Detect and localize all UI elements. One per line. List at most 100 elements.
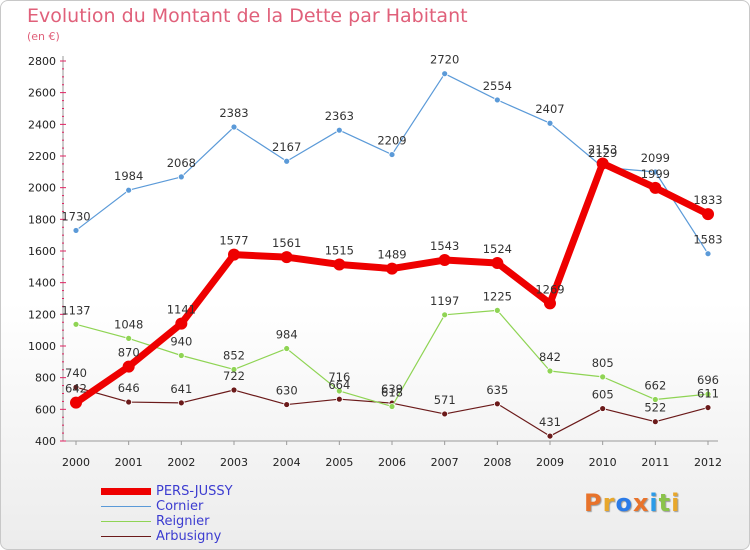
- data-point: [546, 119, 554, 127]
- data-point: [546, 367, 554, 375]
- data-label: 2167: [272, 140, 301, 154]
- legend-swatch: [101, 521, 151, 522]
- data-point: [122, 360, 135, 373]
- legend-label: Cornier: [156, 499, 204, 514]
- proxiti-logo: Proxiti: [584, 489, 680, 517]
- data-point: [177, 173, 185, 181]
- data-point: [230, 386, 238, 394]
- data-label: 1730: [61, 209, 90, 223]
- data-point: [72, 227, 80, 234]
- data-label: 984: [276, 328, 298, 342]
- data-label: 1543: [430, 239, 459, 253]
- data-label: 630: [276, 384, 298, 398]
- data-point: [72, 320, 80, 328]
- data-label: 642: [65, 382, 87, 396]
- logo-letter: P: [584, 489, 603, 517]
- data-label: 696: [697, 373, 719, 387]
- data-label: 1515: [325, 243, 354, 257]
- y-tick-label: 1800: [28, 213, 56, 226]
- data-label: 2129: [588, 146, 617, 160]
- data-point: [702, 208, 714, 221]
- data-point: [177, 352, 185, 359]
- data-label: 852: [223, 348, 245, 362]
- logo-letter: r: [602, 489, 616, 517]
- x-tick-label: 2010: [589, 456, 617, 469]
- chart-title: Evolution du Montant de la Dette par Hab…: [27, 5, 468, 27]
- y-tick-label: 2000: [28, 182, 56, 195]
- y-tick-label: 1200: [28, 308, 56, 321]
- logo-letter: i: [671, 489, 681, 517]
- data-point: [333, 258, 346, 271]
- data-label: 2554: [483, 79, 512, 93]
- x-tick-label: 2008: [483, 456, 511, 469]
- x-tick-label: 2011: [641, 456, 669, 469]
- data-point: [175, 317, 188, 330]
- data-label: 605: [592, 388, 614, 402]
- data-point: [283, 401, 291, 408]
- data-point: [438, 254, 451, 267]
- data-point: [335, 126, 343, 134]
- line-chart: 400 600 800 1000 1200 1400 1600 1800 2000 2200 240…: [28, 53, 723, 469]
- data-point: [386, 262, 398, 275]
- data-point: [125, 398, 133, 406]
- data-label: 635: [486, 383, 508, 397]
- data-label: 2363: [325, 109, 354, 123]
- data-point: [441, 311, 449, 319]
- data-label: 1141: [167, 303, 196, 317]
- data-point: [441, 70, 449, 78]
- y-tick-label: 2600: [28, 87, 56, 100]
- data-label: 2209: [377, 134, 406, 148]
- data-point: [596, 157, 609, 170]
- data-label: 2153: [588, 142, 617, 156]
- data-point: [388, 151, 396, 158]
- x-tick-label: 2006: [378, 456, 406, 469]
- x-tick-label: 2007: [431, 456, 459, 469]
- data-point: [704, 250, 712, 258]
- legend-swatch: [101, 488, 151, 495]
- chart-subtitle: (en €): [27, 30, 60, 43]
- data-label: 641: [170, 382, 192, 396]
- data-point: [335, 387, 343, 395]
- data-point: [599, 373, 607, 381]
- data-label: 740: [65, 366, 87, 380]
- legend-label: Arbusigny: [156, 529, 222, 544]
- data-point: [388, 403, 396, 410]
- x-tick-label: 2004: [273, 456, 301, 469]
- data-label: 1561: [272, 236, 301, 250]
- y-tick-label: 1400: [28, 277, 56, 290]
- y-tick-label: 600: [35, 403, 56, 416]
- data-point: [704, 404, 712, 411]
- y-tick-label: 1600: [28, 245, 56, 258]
- data-point: [491, 257, 504, 270]
- x-tick-label: 2009: [536, 456, 564, 469]
- data-point: [283, 345, 291, 352]
- data-point: [72, 383, 80, 391]
- data-point: [283, 157, 291, 165]
- data-point: [125, 186, 133, 194]
- data-label: 2383: [219, 106, 248, 120]
- data-point: [493, 306, 501, 314]
- data-point: [441, 410, 449, 418]
- data-label: 1269: [535, 282, 564, 296]
- data-label: 2720: [430, 53, 459, 67]
- data-label: 639: [381, 382, 403, 396]
- data-point: [544, 297, 556, 310]
- y-tick-label: 400: [35, 435, 56, 448]
- data-point: [177, 399, 185, 407]
- data-label: 2068: [167, 156, 196, 170]
- data-label: 662: [644, 379, 666, 393]
- data-label: 1489: [377, 248, 406, 262]
- data-label: 1577: [219, 234, 248, 248]
- x-tick-label: 2003: [220, 456, 248, 469]
- data-label: 940: [170, 335, 192, 349]
- data-point: [125, 334, 133, 342]
- data-label: 571: [434, 393, 456, 407]
- data-point: [651, 418, 659, 426]
- logo-letter: x: [632, 489, 650, 517]
- legend-swatch: [101, 536, 151, 537]
- logo-letter: t: [658, 489, 672, 517]
- data-label: 870: [118, 346, 140, 360]
- data-point: [651, 168, 659, 176]
- logo-letter: o: [615, 489, 633, 517]
- y-tick-label: 1000: [28, 340, 56, 353]
